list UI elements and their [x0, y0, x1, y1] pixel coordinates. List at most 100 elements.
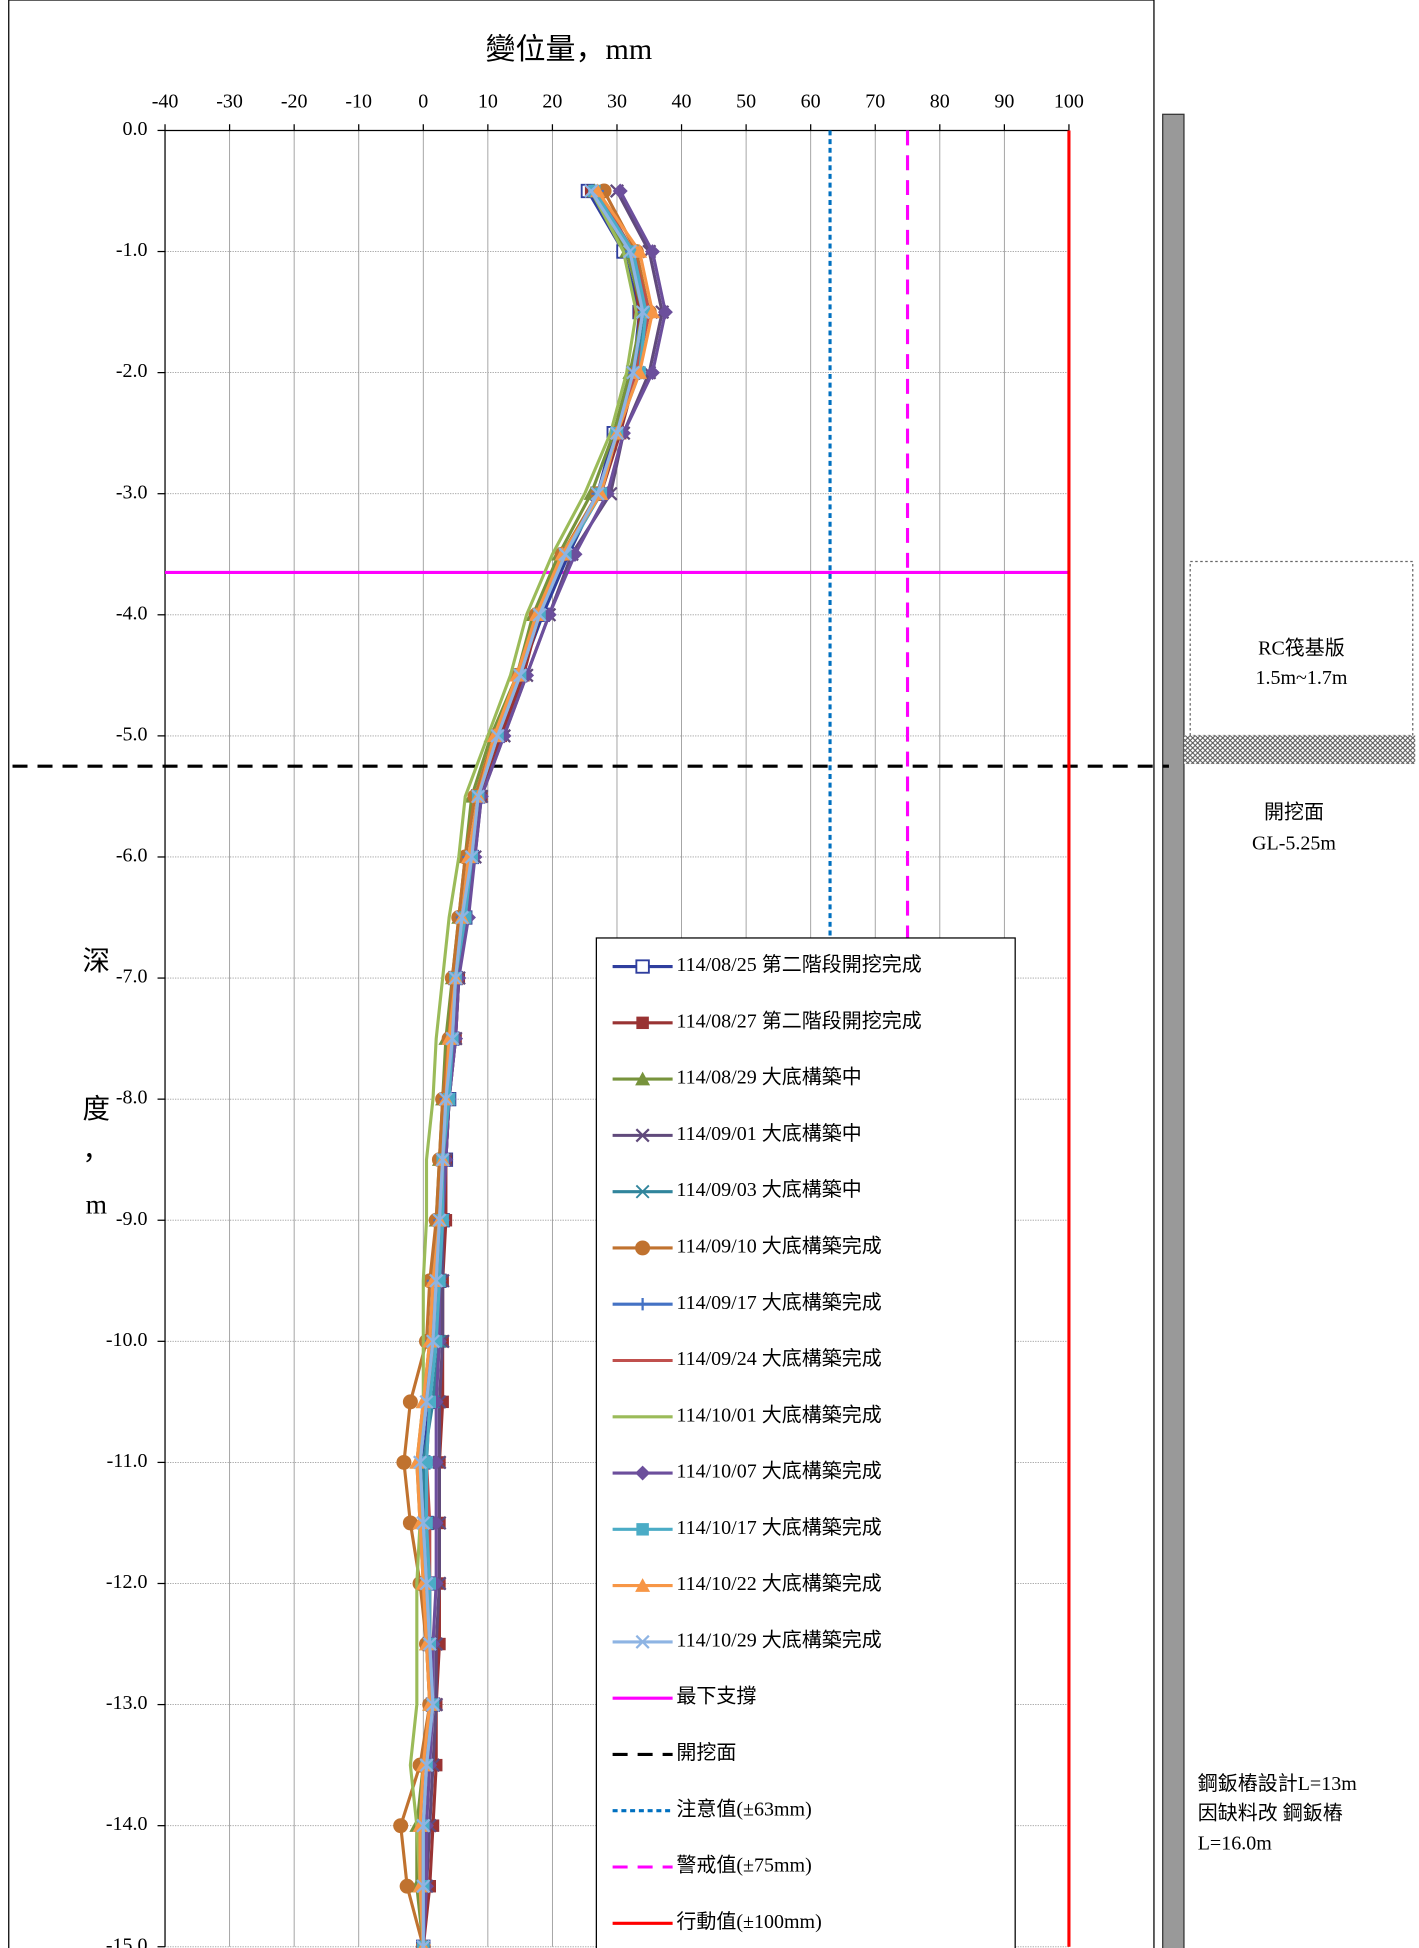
y-axis-label: 深度， m — [83, 946, 110, 1219]
marker — [635, 1465, 651, 1481]
y-tick-label: -3.0 — [116, 481, 148, 503]
marker — [399, 1878, 415, 1894]
marker — [635, 1184, 650, 1199]
marker — [609, 426, 625, 441]
y-tick-label: 0.0 — [123, 118, 148, 140]
legend-label: 114/08/25 第二階段開挖完成 — [676, 953, 921, 976]
raft-box — [1189, 560, 1414, 737]
legend-label: 114/09/03 大底構築中 — [676, 1178, 861, 1201]
y-tick-label: -1.0 — [116, 239, 148, 261]
marker — [425, 1334, 441, 1349]
annotation: 鋼鈑樁設計L=13m — [1198, 1772, 1358, 1795]
marker — [416, 1515, 431, 1530]
marker — [454, 910, 470, 925]
legend-label: 114/08/29 大底構築中 — [676, 1066, 861, 1089]
marker — [416, 1818, 431, 1833]
x-tick-label: 40 — [672, 91, 692, 113]
legend-label: 114/09/01 大底構築中 — [676, 1122, 861, 1145]
marker — [644, 365, 660, 381]
legend-label: 114/10/01 大底構築完成 — [676, 1403, 881, 1426]
annotation: L=16.0m — [1198, 1833, 1273, 1855]
y-tick-label: -7.0 — [116, 966, 148, 988]
legend-label: 114/09/24 大底構築完成 — [676, 1347, 881, 1370]
y-tick-label: -10.0 — [106, 1329, 148, 1351]
marker — [413, 1455, 428, 1470]
legend-label: 114/09/17 大底構築完成 — [676, 1291, 881, 1314]
x-tick-label: 50 — [736, 91, 756, 113]
marker — [632, 244, 648, 258]
marker — [635, 1128, 650, 1143]
series — [413, 183, 650, 1948]
marker — [635, 1578, 651, 1592]
chart-title: 變位量，mm — [486, 33, 653, 66]
marker — [445, 1031, 460, 1046]
marker — [626, 365, 641, 380]
x-tick-label: 100 — [1054, 91, 1084, 113]
series-line — [415, 190, 655, 1947]
marker — [635, 1634, 650, 1649]
marker — [402, 1394, 418, 1410]
x-tick-label: 0 — [418, 91, 428, 113]
marker — [513, 668, 528, 683]
marker — [464, 849, 479, 864]
y-tick-label: -14.0 — [106, 1813, 148, 1835]
y-tick-label: -13.0 — [106, 1692, 148, 1714]
legend-label: 114/09/10 大底構築完成 — [676, 1235, 881, 1258]
y-tick-label: -6.0 — [116, 845, 148, 867]
legend-label: 114/08/27 第二階段開挖完成 — [676, 1009, 921, 1032]
marker — [622, 244, 637, 259]
y-tick-label: -8.0 — [116, 1087, 148, 1109]
series-line — [408, 190, 638, 1947]
marker — [635, 1071, 651, 1086]
marker — [635, 305, 650, 320]
marker — [419, 1758, 434, 1773]
series-line — [418, 190, 645, 1947]
x-tick-label: 10 — [478, 91, 498, 113]
marker — [490, 728, 505, 743]
x-tick-label: 60 — [801, 91, 821, 113]
legend-label: 行動值(±100mm) — [676, 1910, 821, 1933]
y-tick-label: -11.0 — [107, 1450, 148, 1472]
y-tick-label: -15.0 — [106, 1934, 148, 1948]
y-tick-label: -4.0 — [116, 602, 148, 624]
marker — [657, 304, 673, 320]
x-tick-label: 90 — [994, 91, 1014, 113]
annotation: 因缺料改 鋼鈑樁 — [1198, 1802, 1343, 1825]
marker — [396, 1454, 412, 1470]
sheet-pile — [1162, 113, 1185, 1948]
marker — [636, 1523, 649, 1536]
legend-label: 最下支撐 — [676, 1685, 756, 1708]
x-tick-label: 70 — [865, 91, 885, 113]
legend-label: 注意值(±63mm) — [676, 1797, 811, 1820]
legend-label: 114/10/17 大底構築完成 — [676, 1516, 881, 1539]
x-tick-label: -20 — [281, 91, 308, 113]
series — [408, 190, 638, 1947]
y-tick-label: -9.0 — [116, 1208, 148, 1230]
legend-label: 114/10/29 大底構築完成 — [676, 1629, 881, 1652]
marker — [435, 1152, 450, 1167]
annotation: 開挖面 — [1264, 800, 1324, 823]
marker — [448, 971, 463, 986]
marker — [635, 1240, 651, 1256]
annotation: 1.5m~1.7m — [1256, 667, 1348, 689]
marker — [636, 1298, 649, 1311]
marker — [644, 304, 660, 319]
marker — [532, 607, 547, 622]
y-tick-label: -5.0 — [116, 724, 148, 746]
x-tick-label: -10 — [345, 91, 372, 113]
legend-label: 開挖面 — [676, 1741, 736, 1764]
legend-label: 114/10/22 大底構築完成 — [676, 1572, 881, 1595]
annotation: RC筏基版 — [1258, 636, 1345, 659]
marker — [393, 1818, 409, 1834]
marker — [419, 1576, 434, 1591]
marker — [471, 789, 486, 804]
legend-label: 114/10/07 大底構築完成 — [676, 1460, 881, 1483]
marker — [438, 1092, 453, 1107]
marker — [416, 1939, 431, 1948]
legend-label: 警戒值(±75mm) — [676, 1854, 811, 1877]
marker — [554, 546, 570, 561]
marker — [429, 1273, 444, 1288]
x-tick-label: 30 — [607, 91, 627, 113]
x-tick-label: -30 — [216, 91, 243, 113]
